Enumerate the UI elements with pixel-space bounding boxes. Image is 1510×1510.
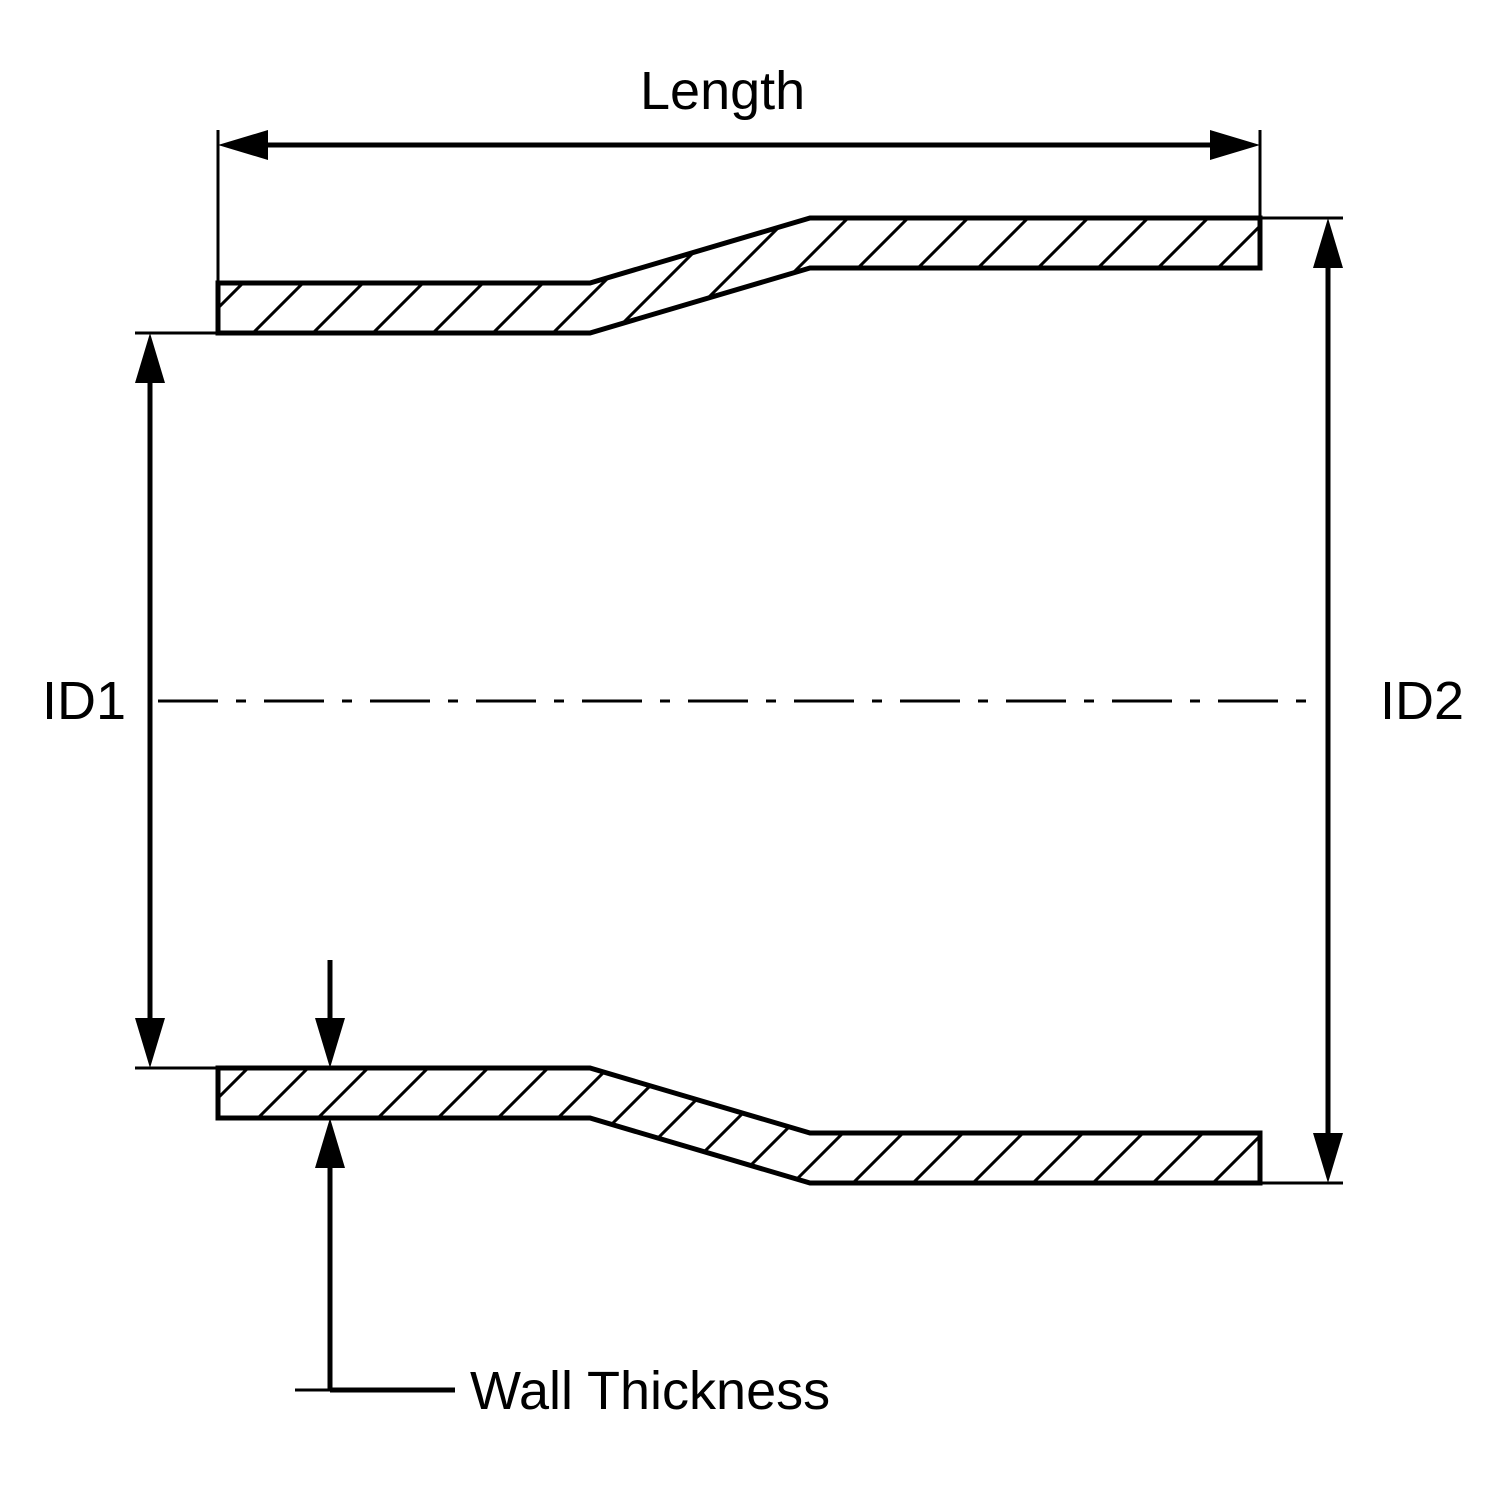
id2-label: ID2 — [1380, 670, 1464, 732]
length-label: Length — [640, 60, 805, 122]
engineering-drawing — [0, 0, 1510, 1510]
id1-label: ID1 — [42, 670, 126, 732]
wall-thickness-label: Wall Thickness — [470, 1360, 830, 1422]
